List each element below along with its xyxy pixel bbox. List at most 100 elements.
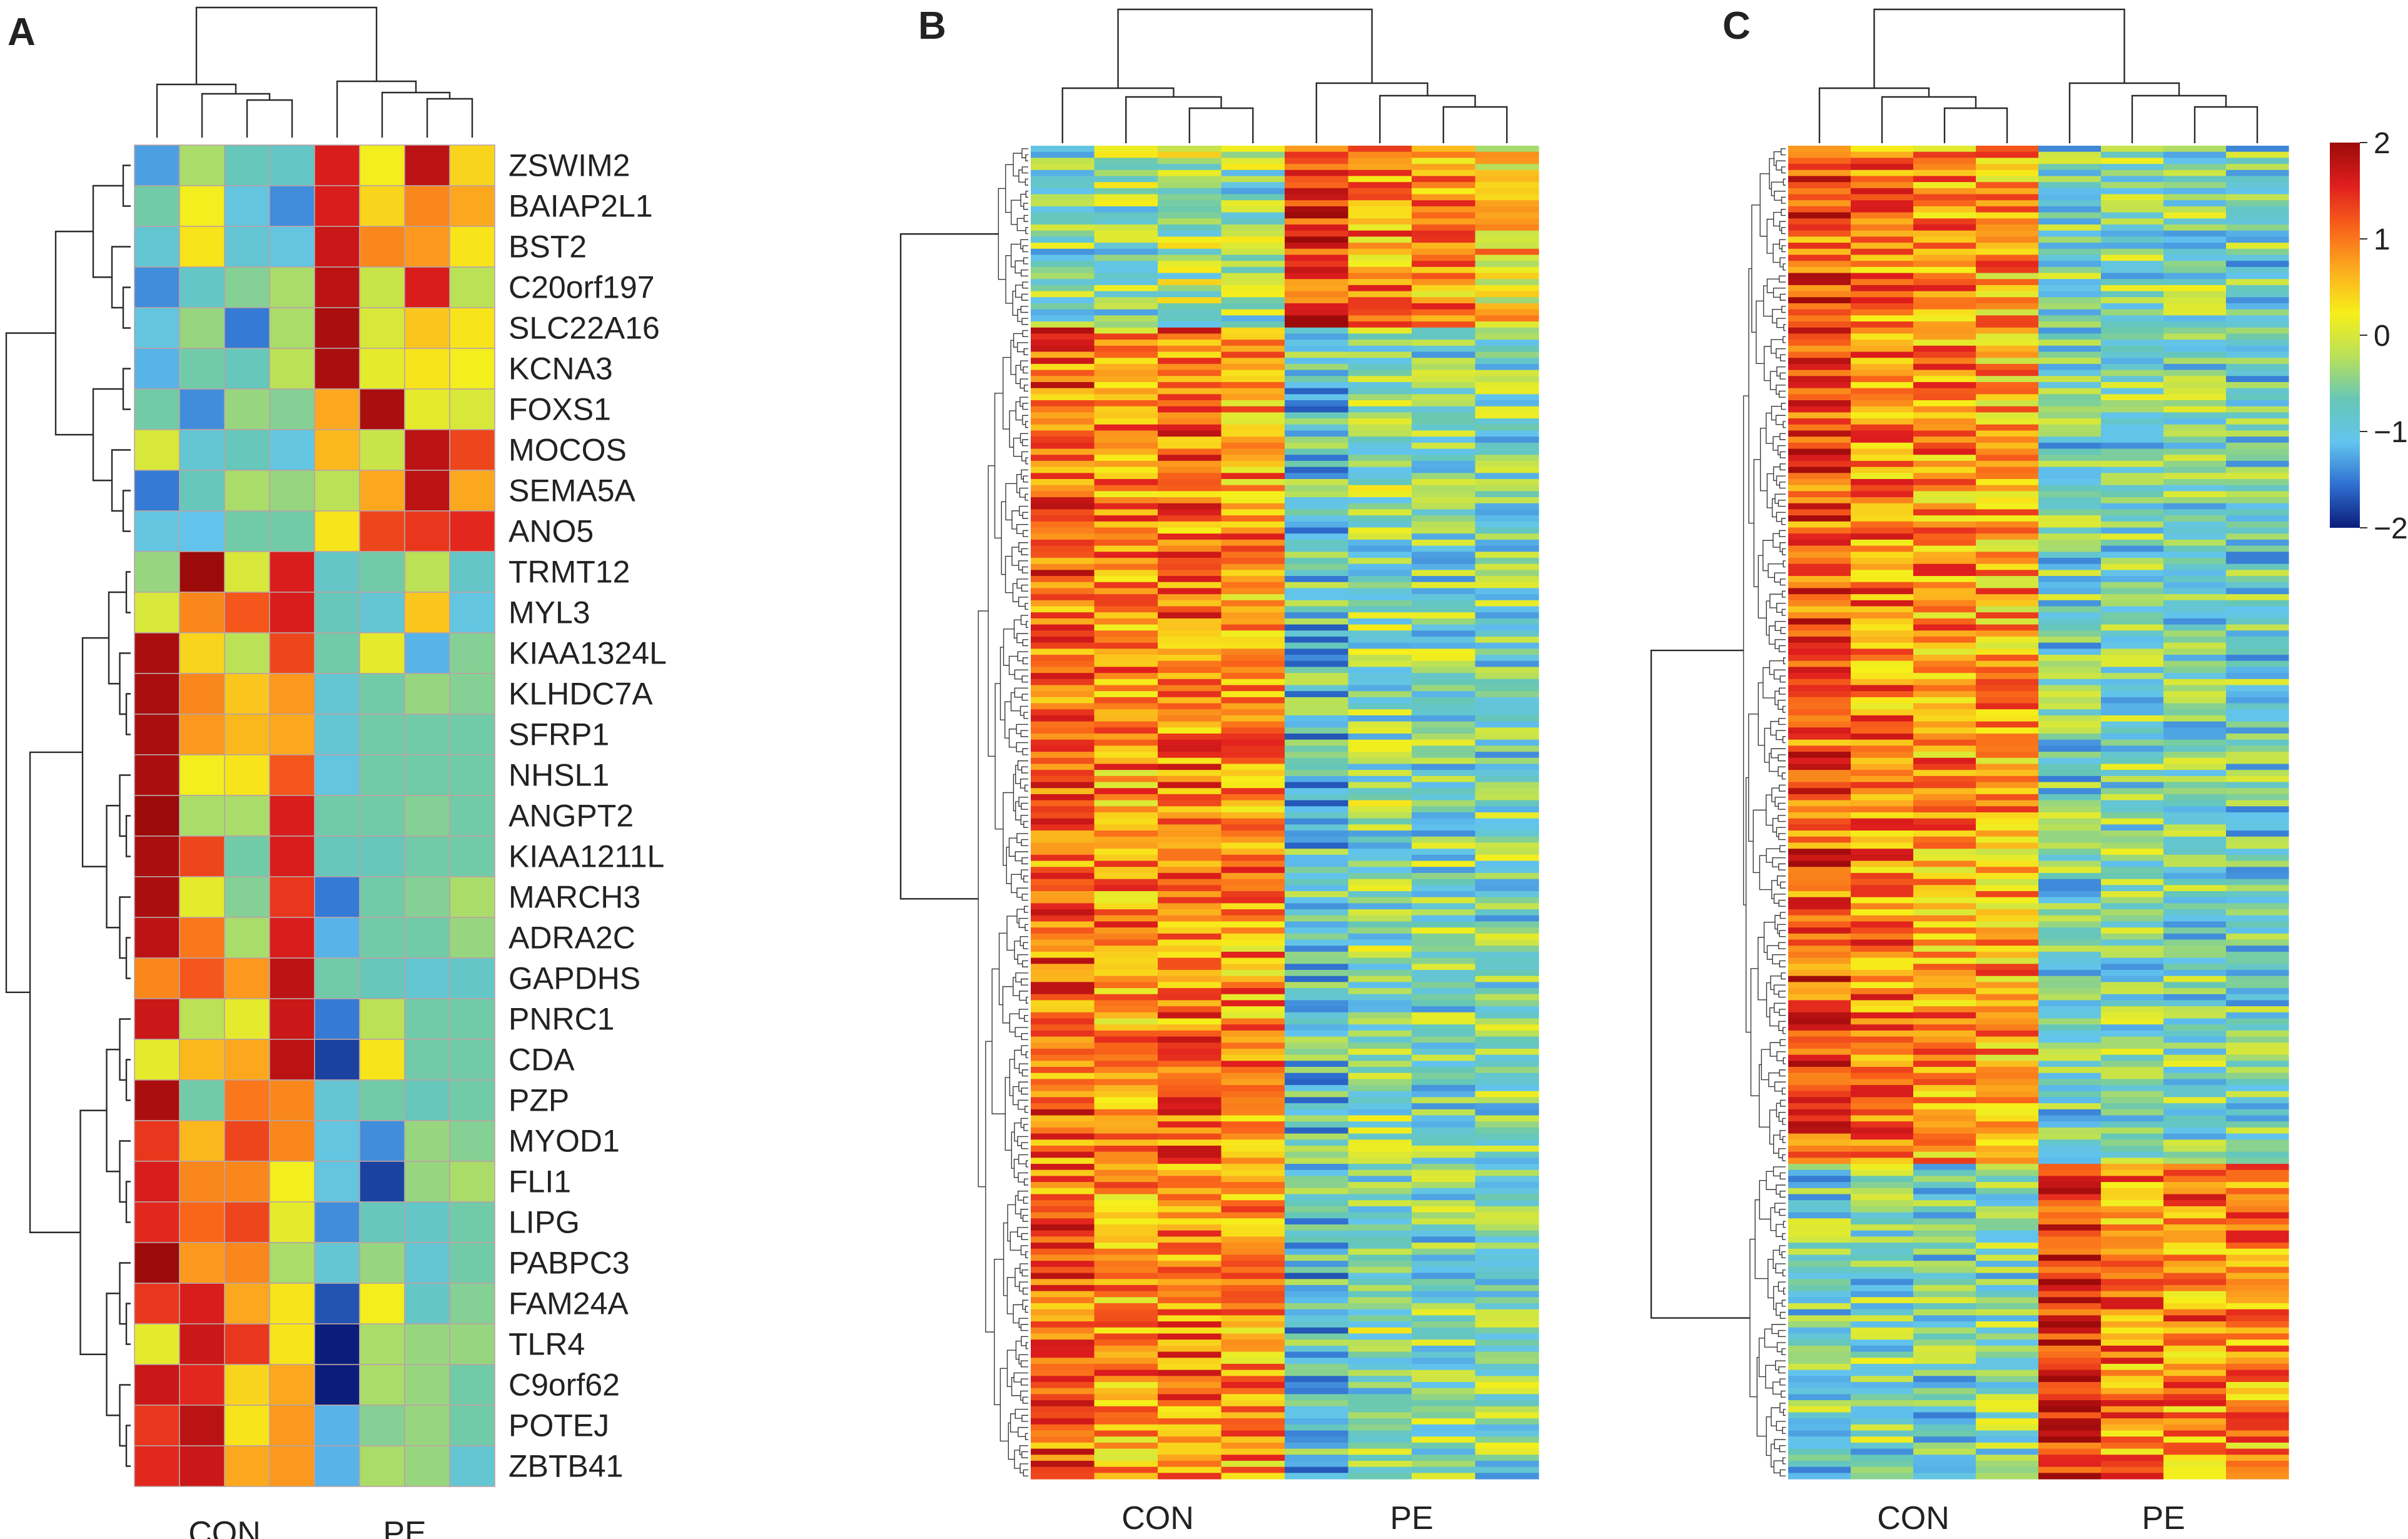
heatmap-cell [1788,964,1851,971]
heatmap-cell [404,388,450,430]
heatmap-cell [1221,448,1285,455]
heatmap-cell [1913,230,1976,237]
heatmap-cell [1094,358,1158,365]
heatmap-cell [1788,691,1851,698]
heatmap-cell [1913,1115,1976,1122]
heatmap-cell [2101,1109,2164,1116]
heatmap-cell [1976,273,2039,280]
heatmap-cell [1094,1340,1158,1346]
heatmap-cell [314,1445,360,1487]
heatmap-cell [2101,1291,2164,1298]
heatmap-cell [224,1161,270,1203]
heatmap-cell [1158,1206,1222,1213]
heatmap-cell [2163,1400,2227,1407]
heatmap-cell [1976,727,2039,734]
heatmap-cell [1851,1351,1914,1358]
heatmap-cell [2163,1018,2227,1025]
heatmap-cell [1031,1224,1095,1231]
heatmap-cell [2101,909,2164,916]
heatmap-cell [2038,370,2102,376]
heatmap-cell [1031,739,1095,746]
heatmap-cell [1913,1297,1976,1304]
heatmap-cell [314,957,360,999]
heatmap-cell [1285,915,1349,922]
heatmap-cell [1475,1139,1539,1146]
heatmap-cell [2163,224,2227,231]
heatmap-cell [1221,206,1285,213]
heatmap-cell [1285,333,1349,340]
column-dendrogram [1061,8,1508,143]
heatmap-cell [2226,552,2289,558]
heatmap-cell [1094,497,1158,504]
heatmap-cell [2038,340,2102,346]
heatmap-cell [1348,491,1412,498]
gene-label: LIPG [508,1205,580,1240]
heatmap-cell [1412,946,1476,952]
heatmap-cell [1031,460,1095,468]
heatmap-cell [1412,715,1476,722]
heatmap-cell [1158,1327,1222,1335]
heatmap-cell [2226,400,2289,407]
heatmap-cell [1851,1000,1914,1007]
heatmap-cell [1851,969,1914,977]
heatmap-cell [1285,994,1349,1001]
heatmap-cell [1348,836,1412,844]
heatmap-cell [1221,394,1285,401]
heatmap-cell [2101,612,2164,619]
heatmap-cell [179,754,225,796]
heatmap-cell [1976,285,2039,292]
heatmap-cell [1031,363,1095,371]
heatmap-cell [2038,1036,2102,1043]
heatmap-cell [1976,1200,2039,1207]
heatmap-cell [1031,418,1095,425]
heatmap-cell [2163,921,2227,928]
heatmap-cell [2226,515,2289,522]
heatmap-cell [1976,600,2039,607]
heatmap-cell [2101,1345,2164,1353]
heatmap-cell [1221,1176,1285,1183]
heatmap-cell [269,1405,315,1446]
heatmap-cell [404,1079,450,1121]
heatmap-cell [1221,1315,1285,1322]
heatmap-cell [1221,1424,1285,1431]
heatmap-cell [1851,1188,1914,1195]
heatmap-cell [1788,1321,1851,1328]
heatmap-cell [1285,800,1349,807]
heatmap-cell [1348,1176,1412,1183]
heatmap-cell [1851,1442,1914,1450]
heatmap-cell [1094,442,1158,450]
heatmap-cell [1976,394,2039,401]
heatmap-cell [2226,1054,2289,1061]
heatmap-cell [1851,1079,1914,1086]
heatmap-cell [1788,951,1851,959]
heatmap-cell [1475,1248,1539,1256]
heatmap-cell [269,1201,315,1243]
heatmap-cell [1031,442,1095,450]
heatmap-cell [1851,1006,1914,1013]
heatmap-cell [1475,200,1539,207]
heatmap-cell [2038,1376,2102,1383]
heatmap-cell [1094,1188,1158,1195]
heatmap-cell [1221,1400,1285,1407]
heatmap-cell [1031,206,1095,213]
heatmap-cell [1158,1121,1222,1128]
heatmap-cell [2163,618,2227,625]
heatmap-cell [1412,927,1476,934]
heatmap-cell [449,348,495,390]
heatmap-cell [1285,1012,1349,1019]
heatmap-cell [1031,872,1095,880]
heatmap-cell [179,551,225,593]
heatmap-cell [2163,727,2227,734]
heatmap-cell [224,835,270,877]
heatmap-cell [1976,1133,2039,1140]
heatmap-cell [1976,1261,2039,1268]
heatmap-cell [2038,1333,2102,1340]
heatmap-cell [1913,455,1976,462]
heatmap-cell [1976,1394,2039,1401]
heatmap-cell [2038,188,2102,195]
heatmap-cell [2163,291,2227,298]
heatmap-cell [1031,636,1095,643]
heatmap-cell [2038,969,2102,977]
heatmap-cell [1976,1164,2039,1171]
heatmap-cell [2038,1351,2102,1358]
